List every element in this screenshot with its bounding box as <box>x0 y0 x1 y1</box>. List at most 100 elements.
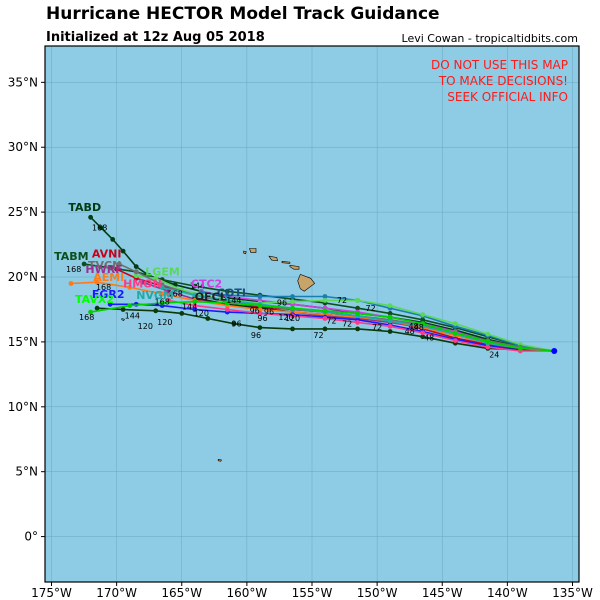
storm-origin-marker <box>551 347 558 354</box>
track-point <box>290 326 295 332</box>
track-point <box>420 334 426 340</box>
track-point <box>153 275 159 281</box>
track-point <box>485 331 491 337</box>
forecast-hour-label: 168 <box>92 223 107 232</box>
track-point <box>224 307 230 312</box>
track-point <box>68 281 74 286</box>
track-point <box>224 292 230 298</box>
forecast-hour-label: 120 <box>278 313 293 322</box>
lon-tick-label: 140°W <box>487 586 528 600</box>
track-point <box>231 321 237 327</box>
track-point <box>485 339 491 345</box>
forecast-hour-label: 72 <box>372 323 382 332</box>
model-tracks <box>68 214 558 354</box>
track-point <box>159 291 165 297</box>
model-label-hwrf: HWRF <box>85 263 122 276</box>
track-point <box>153 308 159 314</box>
track-point <box>114 266 119 272</box>
forecast-hour-label: 48 <box>405 327 415 336</box>
model-label-egr2: EGR2 <box>92 288 125 301</box>
track-point <box>257 325 263 330</box>
lon-tick-label: 150°W <box>357 586 398 600</box>
track-point <box>290 299 295 305</box>
track-point <box>192 307 198 312</box>
island-maui <box>289 264 300 270</box>
warning-line-3: SEEK OFFICIAL INFO <box>447 90 568 104</box>
track-point <box>127 303 133 308</box>
track-point <box>107 301 113 307</box>
track-point <box>116 261 122 267</box>
track-point <box>420 312 426 317</box>
track-point <box>290 294 295 299</box>
longitude-axis: 175°W 170°W 165°W 160°W 155°W 150°W 145°W 140°W… <box>31 582 593 600</box>
track-lgem <box>133 273 557 354</box>
track-point <box>98 225 104 231</box>
model-label-nvgm: NVGM <box>136 289 174 302</box>
forecast-hour-label: 168 <box>66 265 81 274</box>
track-point <box>290 313 295 319</box>
track-point <box>257 311 263 316</box>
track-point <box>88 309 93 315</box>
track-point <box>224 288 230 294</box>
track-point <box>420 330 426 336</box>
track-point <box>224 300 230 306</box>
forecast-hour-label: 168 <box>79 313 94 322</box>
lon-tick-label: 135°W <box>552 586 593 600</box>
forecast-hour-label: 72 <box>366 304 376 313</box>
track-point <box>166 288 172 294</box>
warning-line-2: TO MAKE DECISIONS! <box>438 74 568 88</box>
forecast-hour-label: 96 <box>264 308 274 317</box>
track-line <box>201 291 555 352</box>
island-big-island <box>297 274 316 292</box>
island-palmyra <box>217 459 222 462</box>
track-point <box>192 283 198 289</box>
forecast-hour-label: 168 <box>168 290 183 299</box>
track-point <box>159 300 165 306</box>
lon-tick-label: 145°W <box>422 586 463 600</box>
track-point <box>257 294 263 299</box>
track-point <box>127 285 133 290</box>
model-label-tvcn: TVCN <box>88 259 121 272</box>
lon-tick-label: 175°W <box>31 586 72 600</box>
track-point <box>355 326 360 332</box>
track-point <box>110 237 116 242</box>
track-point <box>387 311 393 316</box>
track-point <box>355 320 360 325</box>
track-point <box>518 346 523 351</box>
track-point <box>133 269 139 275</box>
track-point <box>355 311 360 316</box>
forecast-hour-label: 72 <box>326 317 336 326</box>
track-point <box>452 330 458 336</box>
track-point <box>420 321 426 327</box>
track-tavx2 <box>88 299 557 354</box>
forecast-hour-label: 168 <box>96 283 111 292</box>
lat-tick-label: 30°N <box>8 140 38 154</box>
track-point <box>81 261 87 267</box>
forecast-hour-label: 48 <box>424 334 434 343</box>
track-point <box>387 323 393 329</box>
track-point <box>107 265 113 271</box>
forecast-hour-label: 144 <box>226 296 241 305</box>
track-point <box>322 308 328 314</box>
forecast-hour-label: 168 <box>155 297 170 306</box>
latitude-axis: 35°N 30°N 25°N 20°N 15°N 10°N 5°N 0° <box>8 75 45 544</box>
island-johnston <box>121 318 125 321</box>
lat-tick-label: 20°N <box>8 270 38 284</box>
lat-tick-label: 5°N <box>15 465 38 479</box>
track-point <box>179 311 185 316</box>
track-line <box>97 307 555 352</box>
forecast-hour-label: 144 <box>182 303 197 312</box>
forecast-hour-label: 24 <box>489 351 499 360</box>
forecast-hour-label: 72 <box>342 319 352 328</box>
track-point <box>322 316 328 321</box>
track-point <box>192 299 198 305</box>
model-label-ofcl: OFCL <box>195 290 227 303</box>
lon-tick-label: 170°W <box>96 586 137 600</box>
forecast-hour-label: 120 <box>285 314 300 323</box>
track-point <box>452 321 458 327</box>
track-point <box>205 316 211 321</box>
track-point <box>140 279 146 285</box>
lat-tick-label: 10°N <box>8 400 38 414</box>
track-point <box>257 303 263 308</box>
